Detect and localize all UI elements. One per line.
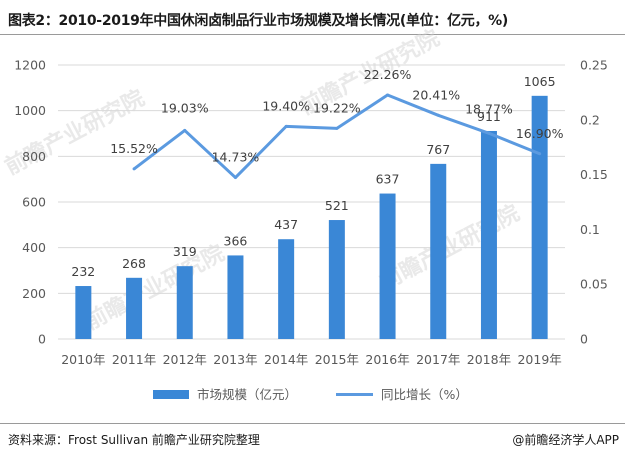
legend-line-label: 同比增长（%） (381, 387, 468, 402)
legend-bar-label: 市场规模（亿元） (197, 387, 297, 402)
source-note: 资料来源：Frost Sullivan 前瞻产业研究院整理 (8, 433, 260, 447)
bar (379, 193, 396, 339)
bar (176, 266, 193, 339)
bar (531, 95, 548, 339)
brand-credit: @前瞻经济学人APP (512, 433, 619, 447)
bar-value-label: 366 (224, 233, 248, 248)
bar (430, 163, 447, 339)
line-value-label: 19.22% (313, 100, 361, 115)
line-point (436, 113, 440, 117)
line-point (233, 176, 237, 180)
y-left-tick-label: 800 (22, 149, 46, 164)
watermark-1: 前瞻产业研究院 (1, 85, 149, 180)
line-value-label: 16.90% (516, 126, 564, 141)
chart-title: 图表2：2010-2019年中国休闲卤制品行业市场规模及增长情况(单位：亿元，%… (8, 13, 509, 29)
legend-bar-swatch (153, 390, 189, 399)
line-point (487, 131, 491, 135)
x-tick-label: 2015年 (315, 352, 359, 367)
bar-value-label: 637 (376, 172, 400, 187)
grid-lines (58, 64, 565, 340)
line-series (132, 93, 542, 180)
data-labels: 232 268 319 366 437 521 637 767 911 1065 15.52% 19.… (71, 67, 563, 279)
line-value-label: 14.73% (212, 150, 260, 165)
x-tick-label: 2014年 (264, 352, 308, 367)
x-tick-label: 2011年 (112, 352, 156, 367)
line-point (284, 124, 288, 128)
bar (126, 277, 143, 339)
bar (75, 286, 92, 339)
y-left-tick-label: 0 (38, 332, 46, 347)
bar (480, 130, 497, 339)
y-right-tick-label: 0.15 (580, 167, 608, 182)
line-point (183, 128, 187, 132)
x-tick-label: 2019年 (517, 352, 561, 367)
legend: 市场规模（亿元） 同比增长（%） (153, 387, 468, 402)
x-tick-label: 2012年 (163, 352, 207, 367)
top-divider (0, 34, 625, 35)
line-value-label: 19.40% (262, 98, 310, 113)
bar-value-label: 437 (274, 217, 298, 232)
y-right-tick-label: 0.25 (580, 58, 608, 73)
line-value-label: 22.26% (364, 67, 412, 82)
line-value-label: 18.77% (465, 101, 513, 116)
bottom-divider (0, 423, 625, 424)
line-value-label: 20.41% (412, 87, 460, 102)
y-right-tick-label: 0 (580, 332, 588, 347)
watermark-3: 前瞻产业研究院 (81, 240, 229, 335)
line-value-label: 15.52% (110, 141, 158, 156)
y-left-tick-label: 600 (22, 195, 46, 210)
y-left-tick-label: 1200 (14, 58, 46, 73)
bar (328, 220, 345, 339)
bar-value-label: 268 (122, 256, 146, 271)
bar (278, 239, 295, 339)
x-tick-label: 2017年 (416, 352, 460, 367)
bar-value-label: 319 (173, 244, 197, 259)
bar-value-label: 232 (71, 264, 95, 279)
x-tick-label: 2018年 (467, 352, 511, 367)
bar-value-label: 911 (477, 109, 501, 124)
x-tick-label: 2010年 (61, 352, 105, 367)
y-right-tick-label: 0.1 (580, 222, 600, 237)
line-value-label: 19.03% (161, 100, 209, 115)
bar-value-label: 767 (426, 142, 450, 157)
y-left-tick-label: 1000 (14, 103, 46, 118)
bar-value-label: 1065 (524, 74, 556, 89)
axis-labels: 0 200 400 600 800 1000 1200 0 0.05 0.1 0.15 0.2 0.25… (14, 58, 608, 368)
y-left-tick-label: 200 (22, 286, 46, 301)
line-point (538, 152, 542, 156)
y-right-tick-label: 0.2 (580, 112, 600, 127)
bar-series (75, 95, 548, 339)
y-right-tick-label: 0.05 (580, 277, 608, 292)
bar-value-label: 521 (325, 198, 349, 213)
bar (227, 255, 244, 339)
line-point (386, 93, 390, 97)
y-left-tick-label: 400 (22, 240, 46, 255)
x-tick-label: 2013年 (213, 352, 257, 367)
line-point (335, 126, 339, 130)
x-tick-label: 2016年 (365, 352, 409, 367)
line-point (132, 167, 136, 171)
